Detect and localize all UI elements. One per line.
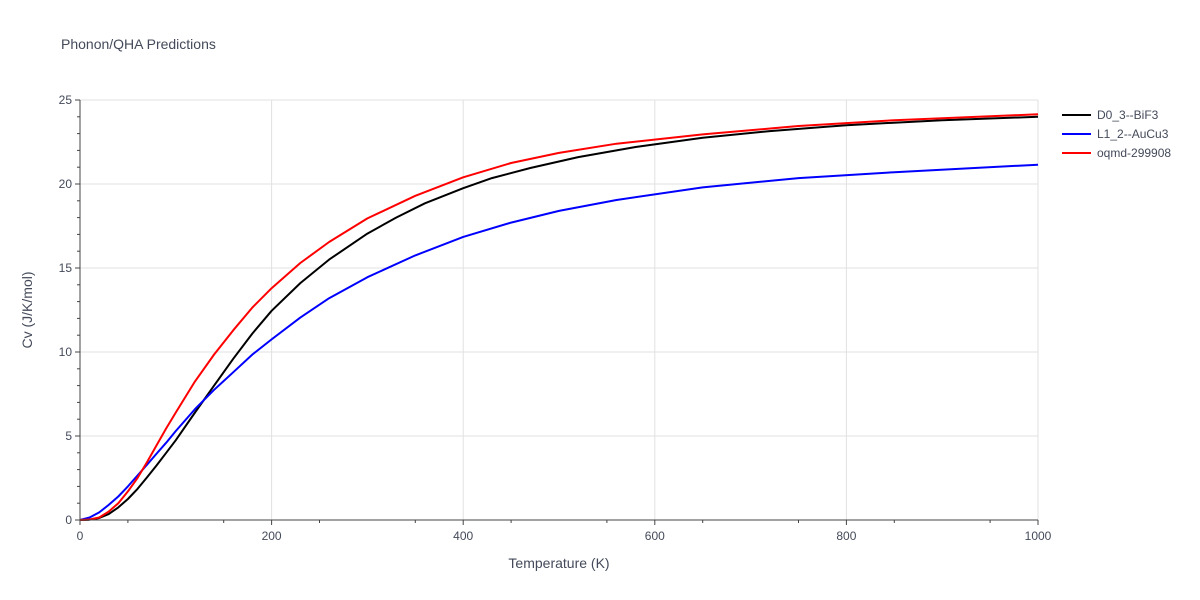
y-tick-label: 0: [65, 513, 72, 527]
legend[interactable]: D0_3--BiF3 L1_2--AuCu3 oqmd-299908: [1062, 108, 1171, 160]
legend-label: D0_3--BiF3: [1097, 108, 1159, 122]
x-tick-label: 800: [836, 529, 856, 543]
y-tick-label: 25: [59, 93, 73, 107]
x-axis-title: Temperature (K): [508, 555, 609, 571]
chart-title: Phonon/QHA Predictions: [61, 36, 216, 52]
x-tick-label: 600: [645, 529, 665, 543]
legend-label: oqmd-299908: [1097, 146, 1171, 160]
series-line-d0-3-bif3: [79, 115, 1039, 521]
x-tick-label: 0: [77, 529, 84, 543]
x-tick-label: 200: [262, 529, 282, 543]
y-axis-title: Cv (J/K/mol): [19, 272, 35, 349]
axes: 0 200 400 600 800 1000 0 5 10 15 20 25: [59, 93, 1052, 543]
legend-item-l1-2-aucu3[interactable]: L1_2--AuCu3: [1062, 127, 1169, 141]
legend-label: L1_2--AuCu3: [1097, 127, 1169, 141]
series-line-l1-2-aucu3: [79, 163, 1039, 521]
y-tick-label: 10: [59, 345, 73, 359]
grid-lines: [80, 99, 1039, 520]
y-tick-label: 15: [59, 261, 73, 275]
legend-item-d0-3-bif3[interactable]: D0_3--BiF3: [1062, 108, 1159, 122]
legend-item-oqmd-299908[interactable]: oqmd-299908: [1062, 146, 1171, 160]
series-line-oqmd-299908: [79, 113, 1039, 521]
y-tick-label: 20: [59, 177, 73, 191]
x-tick-label: 1000: [1025, 529, 1052, 543]
x-tick-label: 400: [453, 529, 473, 543]
y-tick-label: 5: [65, 429, 72, 443]
plot-area: [79, 113, 1039, 521]
